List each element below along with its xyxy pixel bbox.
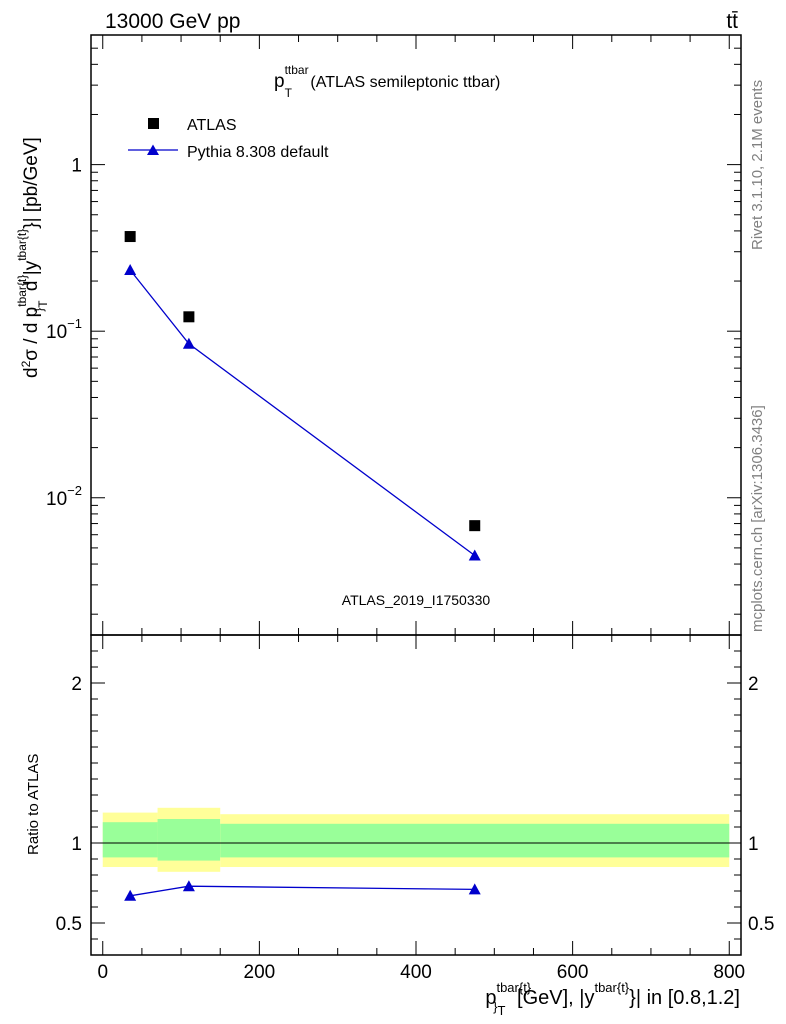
ratio-pythia-point [468,883,481,895]
ratio-y-tick-label-right: 0.5 [748,914,774,935]
analysis-watermark: ATLAS_2019_I1750330 [342,592,491,608]
mcplots-label: mcplots.cern.ch [arXiv:1306.3436] [749,405,766,632]
ratio-y-tick-label: 0.5 [56,914,82,935]
main-y-tick-label: 10−2 [46,483,82,510]
ratio-y-tick-label-right: 1 [748,834,759,855]
main-y-tick-label: 10−1 [46,316,82,343]
ratio-inner-band [220,823,730,858]
x-tick-label: 800 [713,962,745,983]
pythia-point [124,263,137,275]
ratio-pythia-line [130,885,475,897]
ratio-pythia-point [124,889,137,901]
ratio-panel: 0.5 0.5 1 1 2 2 0 200 400 600 800 Ratio to ATLAS p… [25,634,774,1018]
pythia-point [182,337,195,349]
ratio-data-layer [124,880,481,901]
legend-label-pythia: Pythia 8.308 default [187,144,329,161]
ratio-pythia-point [182,880,195,892]
pythia-point [468,549,481,561]
header-process-label: tt̄ [726,10,738,33]
main-title: pttbar T (ATLAS semileptonic ttbar) [274,63,500,100]
main-axis-ticks: 1 10−1 10−2 [46,34,741,635]
x-tick-label: 200 [244,962,276,983]
legend: ATLAS Pythia 8.308 default [128,117,329,161]
rivet-version-label: Rivet 3.1.10, 2.1M events [749,80,766,250]
atlas-point [124,231,136,243]
legend-marker-atlas [148,118,159,129]
main-panel: 1 10−1 10−2 pttbar T (ATLAS semileptonic tt… [15,34,742,636]
x-tick-label: 0 [97,962,108,983]
x-tick-label: 600 [557,962,589,983]
ratio-panel-frame [90,634,742,956]
ratio-uncertainty-bands [102,807,730,872]
legend-label-atlas: ATLAS [187,117,237,134]
ratio-inner-band [102,822,158,858]
x-axis-label: ptbar{t}}T [GeV], |ytbar{t}}| in [0.8,1.… [485,980,740,1018]
atlas-point [469,520,481,532]
legend-marker-pythia [147,144,159,155]
ratio-inner-band [157,819,221,861]
ratio-y-tick-label: 1 [71,834,82,855]
atlas-point [183,311,195,323]
ratio-y-axis-label: Ratio to ATLAS [25,754,42,855]
main-y-tick-label: 1 [71,156,82,177]
ratio-axis-ticks: 0.5 0.5 1 1 2 2 0 200 400 600 800 [56,635,774,983]
header-energy-label: 13000 GeV pp [105,10,240,33]
pythia-line [129,269,476,557]
main-y-axis-label: d2σ / d ptbar{t}}T d |ytbar{t}}| [pb/GeV… [15,137,50,378]
main-data-layer [124,231,481,561]
ratio-y-tick-label-right: 2 [748,674,759,695]
x-tick-label: 400 [400,962,432,983]
ratio-y-tick-label: 2 [71,674,82,695]
